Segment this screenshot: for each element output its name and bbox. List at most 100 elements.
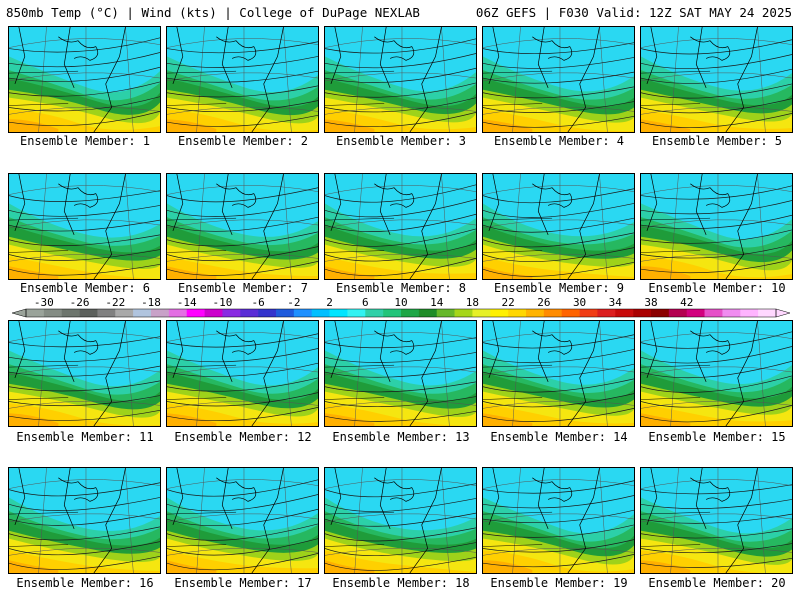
ensemble-map-4 bbox=[482, 26, 635, 133]
temperature-colorbar: -30 -26 -22 -18 -14 -10 -6 -2 2 6 10 14 18 22 26 30 34 38… bbox=[12, 296, 790, 318]
colorbar-tick-label: 2 bbox=[326, 296, 333, 309]
colorbar-swatch bbox=[43, 309, 63, 317]
colorbar-left-arrow bbox=[12, 308, 27, 318]
ensemble-label-2: Ensemble Member: 2 bbox=[177, 134, 309, 148]
colorbar-tick-label: -10 bbox=[212, 296, 232, 309]
colorbar-swatch bbox=[222, 309, 241, 317]
ensemble-label-15: Ensemble Member: 15 bbox=[648, 430, 786, 444]
colorbar-tick-label: -26 bbox=[70, 296, 90, 309]
ensemble-map-11 bbox=[8, 320, 161, 427]
colorbar-tick-label: 38 bbox=[644, 296, 657, 309]
ensemble-label-7: Ensemble Member: 7 bbox=[177, 281, 309, 295]
colorbar-swatch bbox=[151, 309, 170, 317]
colorbar-swatch bbox=[633, 309, 652, 317]
colorbar-swatch bbox=[579, 309, 598, 317]
colorbar-tick-label: -6 bbox=[252, 296, 265, 309]
colorbar-swatch bbox=[347, 309, 366, 317]
colorbar-swatch bbox=[418, 309, 438, 317]
ensemble-label-6: Ensemble Member: 6 bbox=[19, 281, 151, 295]
colorbar-tick-label: 14 bbox=[430, 296, 444, 309]
ensemble-label-8: Ensemble Member: 8 bbox=[335, 281, 467, 295]
ensemble-label-4: Ensemble Member: 4 bbox=[493, 134, 625, 148]
colorbar-swatch bbox=[454, 309, 473, 317]
ensemble-map-2 bbox=[166, 26, 319, 133]
colorbar-tick-label: 34 bbox=[609, 296, 623, 309]
colorbar-swatch bbox=[401, 309, 420, 317]
ensemble-map-5 bbox=[640, 26, 793, 133]
ensemble-label-10: Ensemble Member: 10 bbox=[648, 281, 786, 295]
colorbar-swatch bbox=[615, 309, 634, 317]
ensemble-map-7 bbox=[166, 173, 319, 280]
ensemble-map-13 bbox=[324, 320, 477, 427]
colorbar-swatch bbox=[561, 309, 580, 317]
colorbar-tick-label: 26 bbox=[537, 296, 550, 309]
colorbar-swatch bbox=[686, 309, 705, 317]
colorbar-swatch bbox=[490, 309, 509, 317]
ensemble-map-19 bbox=[482, 467, 635, 574]
colorbar-tick-label: 6 bbox=[362, 296, 369, 309]
ensemble-map-3 bbox=[324, 26, 477, 133]
ensemble-map-10 bbox=[640, 173, 793, 280]
ensemble-label-13: Ensemble Member: 13 bbox=[332, 430, 470, 444]
title-right: 06Z GEFS | F030 Valid: 12Z SAT MAY 24 20… bbox=[475, 5, 792, 20]
colorbar-swatch bbox=[668, 309, 688, 317]
ensemble-map-20 bbox=[640, 467, 793, 574]
ensemble-label-17: Ensemble Member: 17 bbox=[174, 576, 312, 590]
ensemble-label-20: Ensemble Member: 20 bbox=[648, 576, 786, 590]
colorbar-swatch bbox=[79, 309, 98, 317]
colorbar-swatch bbox=[329, 309, 348, 317]
colorbar-swatch bbox=[383, 309, 402, 317]
colorbar-tick-label: -18 bbox=[141, 296, 161, 309]
colorbar-swatch bbox=[168, 309, 188, 317]
colorbar-swatch bbox=[61, 309, 80, 317]
ensemble-label-1: Ensemble Member: 1 bbox=[19, 134, 151, 148]
colorbar-swatch bbox=[704, 309, 723, 317]
ensemble-map-16 bbox=[8, 467, 161, 574]
colorbar-swatch bbox=[740, 309, 759, 317]
colorbar-swatch bbox=[758, 309, 777, 317]
colorbar-swatch bbox=[508, 309, 527, 317]
colorbar-swatch bbox=[597, 309, 616, 317]
colorbar-tick-label: -14 bbox=[177, 296, 197, 309]
colorbar-swatch bbox=[133, 309, 152, 317]
colorbar-swatch bbox=[293, 309, 313, 317]
ensemble-label-12: Ensemble Member: 12 bbox=[174, 430, 312, 444]
ensemble-label-5: Ensemble Member: 5 bbox=[651, 134, 783, 148]
colorbar-tick-label: -22 bbox=[105, 296, 125, 309]
colorbar-swatch bbox=[436, 309, 455, 317]
colorbar-swatch bbox=[204, 309, 223, 317]
ensemble-map-1 bbox=[8, 26, 161, 133]
colorbar-tick-label: -30 bbox=[34, 296, 54, 309]
colorbar-tick-label: 42 bbox=[680, 296, 693, 309]
colorbar-swatch bbox=[543, 309, 563, 317]
colorbar-swatch bbox=[26, 309, 45, 317]
ensemble-map-18 bbox=[324, 467, 477, 574]
colorbar-frame bbox=[25, 308, 777, 318]
ensemble-label-14: Ensemble Member: 14 bbox=[490, 430, 628, 444]
colorbar-swatch bbox=[258, 309, 277, 317]
colorbar-swatch bbox=[651, 309, 670, 317]
ensemble-label-3: Ensemble Member: 3 bbox=[335, 134, 467, 148]
colorbar-tick-label: 22 bbox=[502, 296, 515, 309]
colorbar-swatch bbox=[276, 309, 295, 317]
ensemble-map-9 bbox=[482, 173, 635, 280]
ensemble-map-14 bbox=[482, 320, 635, 427]
title-left: 850mb Temp (°C) | Wind (kts) | College o… bbox=[6, 5, 420, 20]
colorbar-swatch bbox=[115, 309, 134, 317]
ensemble-map-15 bbox=[640, 320, 793, 427]
ensemble-map-8 bbox=[324, 173, 477, 280]
colorbar-swatch bbox=[365, 309, 384, 317]
ensemble-label-11: Ensemble Member: 11 bbox=[16, 430, 154, 444]
ensemble-label-18: Ensemble Member: 18 bbox=[332, 576, 470, 590]
ensemble-map-12 bbox=[166, 320, 319, 427]
ensemble-map-17 bbox=[166, 467, 319, 574]
ensemble-label-16: Ensemble Member: 16 bbox=[16, 576, 154, 590]
colorbar-swatch bbox=[240, 309, 259, 317]
colorbar-tick-label: 30 bbox=[573, 296, 586, 309]
colorbar-swatch bbox=[97, 309, 116, 317]
colorbar-tick-label: 10 bbox=[394, 296, 407, 309]
colorbar-tick-label: 18 bbox=[466, 296, 479, 309]
colorbar-swatch bbox=[722, 309, 741, 317]
colorbar-swatch bbox=[526, 309, 545, 317]
colorbar-tick-label: -2 bbox=[287, 296, 300, 309]
